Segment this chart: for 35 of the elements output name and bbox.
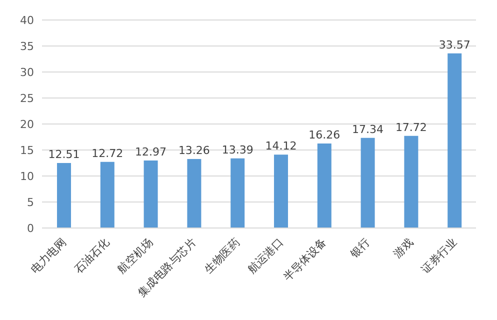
y-tick-label: 0 — [27, 222, 34, 235]
data-label: 14.12 — [265, 140, 297, 153]
y-tick-label: 40 — [20, 14, 34, 27]
bar — [57, 162, 71, 228]
x-tick-label: 电力电网 — [28, 236, 69, 276]
y-tick-label: 30 — [20, 66, 34, 79]
data-label: 16.26 — [308, 128, 340, 142]
data-label: 33.57 — [438, 38, 470, 52]
bar — [274, 154, 288, 228]
x-tick-label: 生物医药 — [202, 236, 242, 276]
data-label: 12.97 — [135, 146, 167, 159]
y-tick-label: 25 — [20, 92, 34, 105]
data-label: 17.72 — [395, 120, 427, 134]
y-tick-label: 10 — [20, 170, 34, 183]
x-tick-label: 银行 — [346, 236, 372, 262]
y-tick-label: 15 — [20, 144, 34, 157]
x-tick-label: 证券行业 — [418, 236, 460, 276]
data-label: 17.34 — [352, 122, 384, 136]
bar — [187, 159, 202, 228]
bar — [144, 160, 158, 228]
bar — [404, 136, 418, 228]
data-label: 13.26 — [178, 144, 210, 158]
y-tick-label: 5 — [27, 196, 34, 209]
x-tick-label: 石油石化 — [72, 236, 112, 276]
bar — [448, 53, 462, 228]
y-tick-label: 20 — [20, 118, 34, 131]
data-label: 13.39 — [222, 143, 254, 156]
data-label: 12.51 — [48, 148, 80, 161]
bar — [230, 158, 245, 228]
y-tick-label: 35 — [20, 40, 34, 53]
bar — [360, 138, 375, 228]
x-tick-label: 游戏 — [391, 236, 416, 261]
data-label: 12.72 — [92, 146, 124, 160]
bar — [317, 143, 332, 228]
bar — [100, 162, 114, 228]
